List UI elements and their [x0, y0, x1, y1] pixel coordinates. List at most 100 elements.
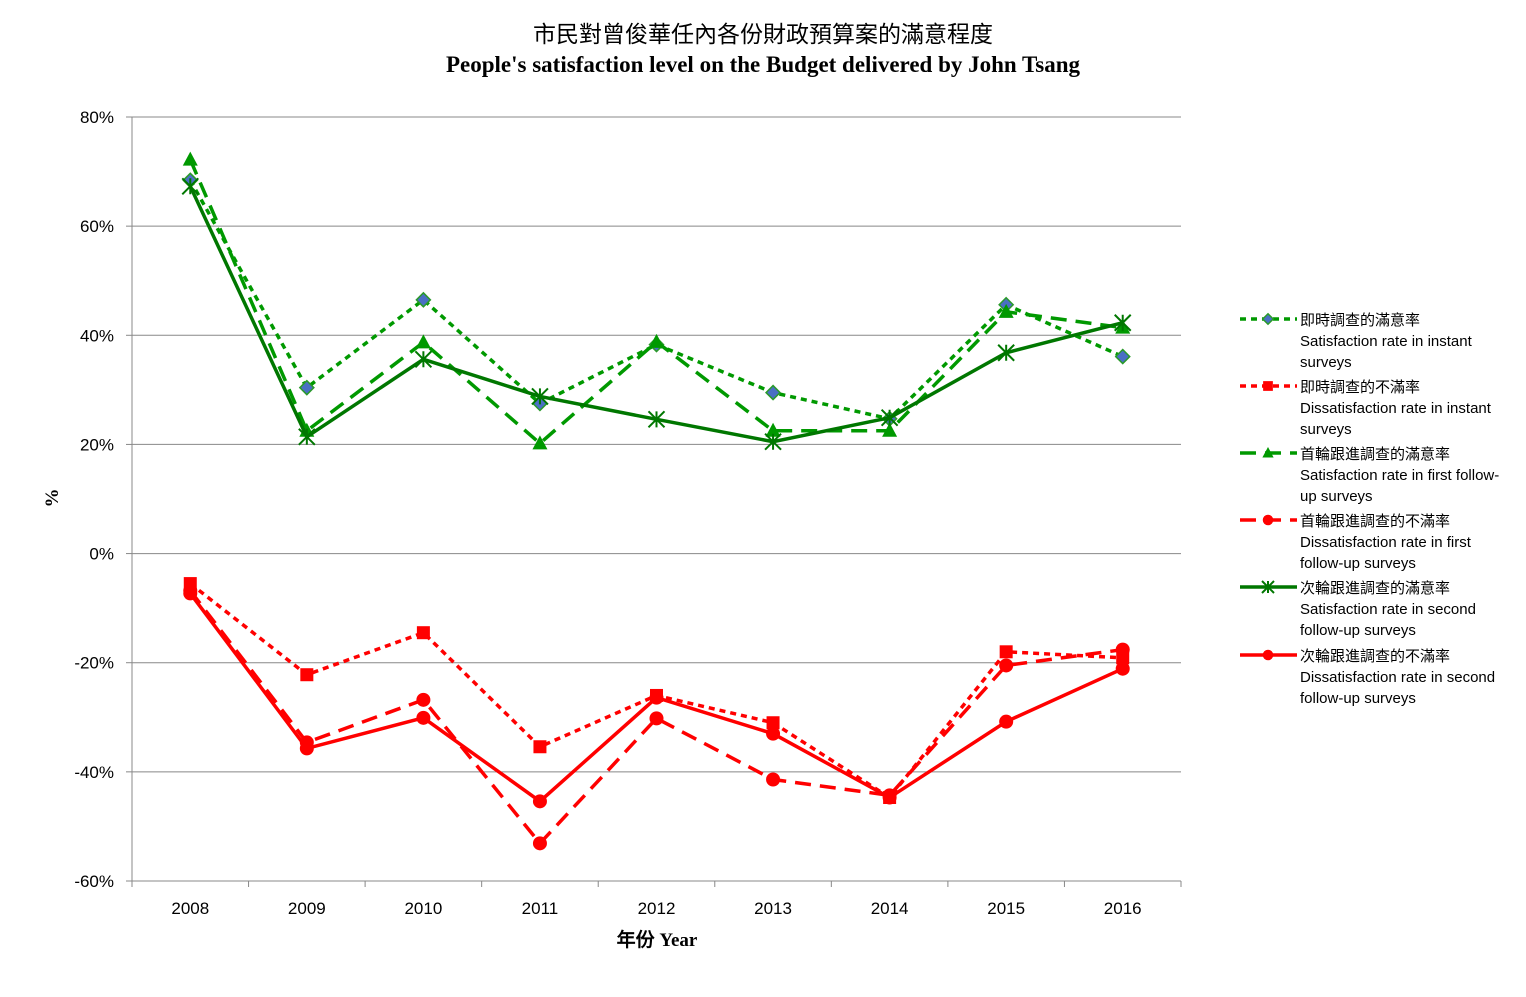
- legend-label: 即時調查的滿意率: [1300, 311, 1420, 329]
- legend-label: Dissatisfaction rate in second: [1300, 669, 1495, 686]
- series-3: [182, 151, 1131, 450]
- x-tick-label: 2009: [288, 899, 326, 918]
- series-group: [181, 151, 1132, 851]
- data-point-square: [416, 626, 430, 640]
- y-tick-label: 60%: [80, 217, 114, 236]
- y-tick-label: 0%: [89, 545, 114, 564]
- data-point-diamond: [1114, 348, 1131, 365]
- y-tick-label: -20%: [74, 654, 114, 673]
- legend-label: Satisfaction rate in first follow-: [1300, 467, 1499, 484]
- legend-entry-2: 即時調查的不滿率 Dissatisfaction rate in instant s…: [1240, 379, 1492, 438]
- data-point-asterisk: [997, 344, 1015, 362]
- legend-label: Dissatisfaction rate in instant: [1300, 400, 1492, 417]
- data-point-circle: [999, 658, 1014, 673]
- y-tick-label: 80%: [80, 108, 114, 127]
- legend-marker-triangle: [1262, 447, 1274, 458]
- series-line: [188, 185, 1124, 444]
- series-1: [182, 172, 1131, 427]
- data-point-square: [300, 668, 314, 682]
- series-6: [183, 586, 1130, 809]
- legend-label: Satisfaction rate in instant: [1300, 333, 1473, 350]
- y-tick-label: -40%: [74, 763, 114, 782]
- chart-title: 市民對曾俊華任內各份財政預算案的滿意程度: [533, 22, 993, 48]
- legend-entry-1: 即時調查的滿意率 Satisfaction rate in instant surv…: [1240, 311, 1473, 371]
- legend-label: follow-up surveys: [1300, 555, 1416, 572]
- data-point-circle: [649, 690, 664, 705]
- data-point-asterisk: [298, 428, 316, 446]
- data-point-asterisk: [764, 432, 782, 451]
- data-point-circle: [416, 692, 431, 707]
- data-point-triangle: [998, 303, 1014, 318]
- data-point-diamond: [298, 379, 315, 396]
- legend-label: surveys: [1300, 354, 1352, 371]
- legend-label: follow-up surveys: [1300, 690, 1416, 707]
- data-point-triangle: [765, 422, 781, 437]
- data-point-circle: [766, 772, 781, 787]
- legend-entry-4: 首輪跟進調查的不滿率 Dissatisfaction rate in first f…: [1240, 513, 1472, 572]
- x-tick-label: 2014: [871, 899, 909, 918]
- data-point-triangle: [182, 151, 198, 166]
- x-tick-label: 2012: [638, 899, 676, 918]
- x-axis-label: 年份 Year: [617, 928, 698, 951]
- series-line: [188, 589, 1123, 847]
- data-point-circle: [532, 836, 547, 851]
- x-tick-label: 2010: [404, 899, 442, 918]
- y-tick-label: -60%: [74, 872, 114, 891]
- data-point-circle: [1115, 642, 1130, 657]
- legend-entry-5: 次輪跟進調查的滿意率 Satisfaction rate in second fol…: [1240, 579, 1476, 639]
- series-5: [181, 177, 1132, 451]
- data-point-circle: [183, 586, 198, 601]
- data-point-circle: [766, 726, 781, 741]
- legend-entry-3: 首輪跟進調查的滿意率 Satisfaction rate in first fol…: [1240, 445, 1499, 505]
- legend-label: up surveys: [1300, 488, 1373, 505]
- series-line: [188, 179, 1124, 421]
- legend-marker-circle: [1262, 514, 1274, 526]
- data-point-diamond: [415, 291, 432, 308]
- data-point-circle: [649, 711, 664, 726]
- data-point-asterisk: [181, 177, 199, 196]
- legend-label: 次輪跟進調查的滿意率: [1300, 579, 1450, 597]
- series-2: [183, 577, 1130, 805]
- data-point-square: [999, 645, 1013, 659]
- x-tick-label: 2016: [1104, 899, 1142, 918]
- legend-marker-circle: [1262, 649, 1274, 661]
- legend-label: 即時調查的不滿率: [1300, 379, 1420, 396]
- legend: 即時調查的滿意率 Satisfaction rate in instant surv…: [1240, 311, 1499, 707]
- legend-label: 首輪跟進調查的不滿率: [1300, 513, 1450, 530]
- data-point-circle: [416, 710, 431, 725]
- legend-label: follow-up surveys: [1300, 622, 1416, 639]
- data-point-circle: [882, 790, 897, 805]
- legend-label: 次輪跟進調查的不滿率: [1300, 648, 1450, 665]
- data-point-asterisk: [414, 350, 433, 369]
- data-point-asterisk: [1114, 314, 1132, 332]
- y-axis-label: %: [42, 489, 63, 508]
- data-point-square: [766, 716, 780, 730]
- x-tick-label: 2013: [754, 899, 792, 918]
- legend-entry-6: 次輪跟進調查的不滿率 Dissatisfaction rate in second…: [1240, 648, 1495, 707]
- axes: -60% -40% -20% 0% 20% 40% 60% 80% 2008 2009 2010 20…: [74, 108, 1182, 918]
- legend-marker-asterisk: [1261, 580, 1275, 594]
- data-point-circle: [1115, 661, 1130, 676]
- x-tick-label: 2011: [522, 899, 559, 918]
- legend-label: 首輪跟進調查的滿意率: [1300, 445, 1450, 463]
- legend-label: Satisfaction rate in second: [1300, 601, 1476, 618]
- data-point-circle: [532, 794, 547, 809]
- data-point-triangle: [882, 422, 898, 437]
- data-point-circle: [999, 714, 1014, 729]
- data-point-square: [533, 740, 547, 754]
- x-tick-label: 2008: [171, 899, 209, 918]
- data-point-triangle: [649, 333, 664, 348]
- y-tick-label: 40%: [80, 326, 114, 345]
- x-tick-label: 2015: [987, 899, 1025, 918]
- series-line: [188, 158, 1123, 446]
- data-point-diamond: [764, 384, 782, 401]
- data-point-triangle: [415, 334, 431, 349]
- data-point-triangle: [532, 435, 548, 450]
- series-4: [183, 583, 1130, 851]
- legend-label: Dissatisfaction rate in first: [1300, 534, 1472, 551]
- legend-label: surveys: [1300, 421, 1352, 438]
- y-tick-label: 20%: [80, 435, 114, 454]
- gridlines: [132, 116, 1181, 882]
- chart-subtitle: People's satisfaction level on the Budge…: [446, 52, 1081, 77]
